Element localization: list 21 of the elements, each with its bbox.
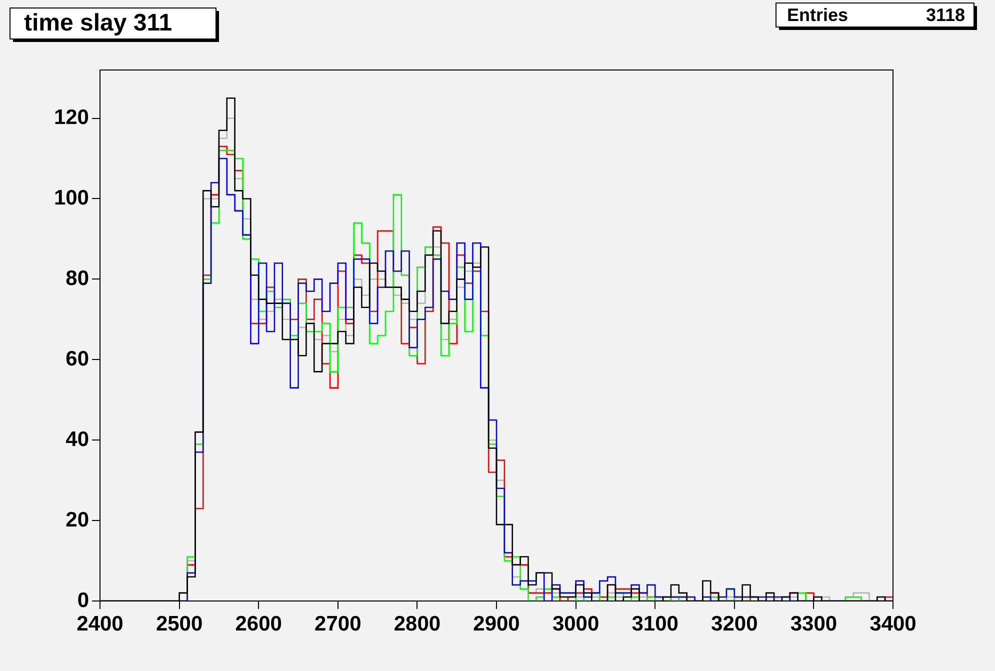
y-tick-label: 80 [66, 266, 89, 290]
y-tick-label: 120 [54, 106, 89, 130]
x-tick-label: 2600 [235, 612, 282, 636]
text: Entries [787, 4, 848, 25]
chart-title: time slay 311 [24, 10, 172, 37]
y-tick-label: 20 [66, 508, 89, 532]
x-tick-label: 3000 [552, 612, 600, 636]
x-tick-label: 3200 [711, 612, 758, 636]
x-tick-label: 3300 [790, 612, 838, 636]
y-tick-label: 60 [66, 347, 89, 370]
x-tick-label: 2500 [156, 612, 203, 636]
x-tick-label: 2700 [314, 612, 362, 636]
x-tick-label: 2900 [473, 612, 520, 636]
x-tick-label: 3400 [870, 612, 916, 636]
y-tick-label: 0 [77, 588, 89, 612]
y-tick-label: 40 [66, 428, 89, 451]
x-tick-label: 2800 [394, 612, 441, 636]
y-tick-label: 100 [54, 186, 89, 210]
x-tick-label: 3100 [632, 612, 678, 636]
text: 3118 [926, 4, 965, 25]
x-tick-label: 2400 [76, 612, 124, 636]
